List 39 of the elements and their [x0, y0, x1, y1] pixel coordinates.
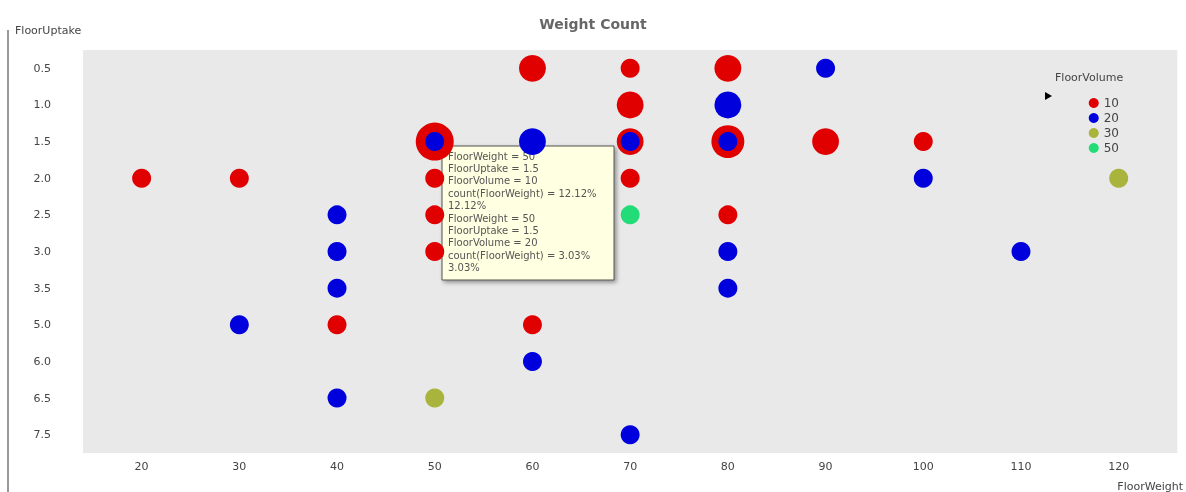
- chart-title: Weight Count: [539, 16, 647, 32]
- annotation: FloorWeight = 50: [448, 212, 536, 224]
- legend-label: 50: [1103, 141, 1120, 155]
- annotation: 3.03%: [448, 262, 480, 274]
- y-tick-label: 0.5: [33, 61, 51, 75]
- annotation: 12.12%: [448, 200, 487, 212]
- annotation: FloorVolume = 20: [448, 237, 538, 249]
- y-tick-label: 3.5: [33, 281, 51, 295]
- y-tick-label: 5.0: [33, 318, 51, 332]
- x-tick-label: 60: [525, 460, 540, 473]
- annotation: count(FloorWeight) = 12.12%: [448, 187, 597, 199]
- y-tick-label: 7.5: [33, 428, 51, 442]
- x-tick-label: 100: [912, 460, 934, 473]
- legend-title: FloorVolume: [1055, 71, 1124, 84]
- x-tick-label: 40: [330, 460, 345, 473]
- x-tick-label: 110: [1010, 460, 1032, 473]
- x-tick-label: 20: [134, 460, 149, 473]
- annotation: FloorUptake = 1.5: [448, 162, 539, 174]
- legend-label: 10: [1103, 96, 1120, 110]
- y-tick-label: 3.0: [33, 245, 51, 258]
- y-tick-label: 1.0: [33, 98, 51, 112]
- x-tick-label: 90: [818, 460, 833, 473]
- annotation: FloorVolume = 10: [448, 175, 538, 187]
- x-tick-label: 80: [720, 460, 735, 473]
- y-tick-label: 2.5: [33, 208, 51, 222]
- y-tick-label: 1.5: [33, 135, 51, 149]
- y-tick-label: 6.0: [33, 354, 51, 368]
- x-tick-label: 30: [232, 460, 247, 473]
- x-tick-label: 120: [1108, 460, 1130, 473]
- x-axis-title: FloorWeight: [1117, 480, 1184, 492]
- y-axis-title: FloorUptake: [15, 24, 82, 37]
- y-tick-label: 2.0: [33, 171, 51, 185]
- x-tick-label: 70: [623, 460, 638, 473]
- annotation: FloorUptake = 1.5: [448, 224, 539, 236]
- x-tick-label: 50: [427, 460, 442, 473]
- legend-label: 30: [1103, 126, 1120, 140]
- y-tick-label: 6.5: [33, 391, 51, 405]
- legend-label: 20: [1103, 111, 1120, 125]
- annotation: count(FloorWeight) = 3.03%: [448, 249, 591, 261]
